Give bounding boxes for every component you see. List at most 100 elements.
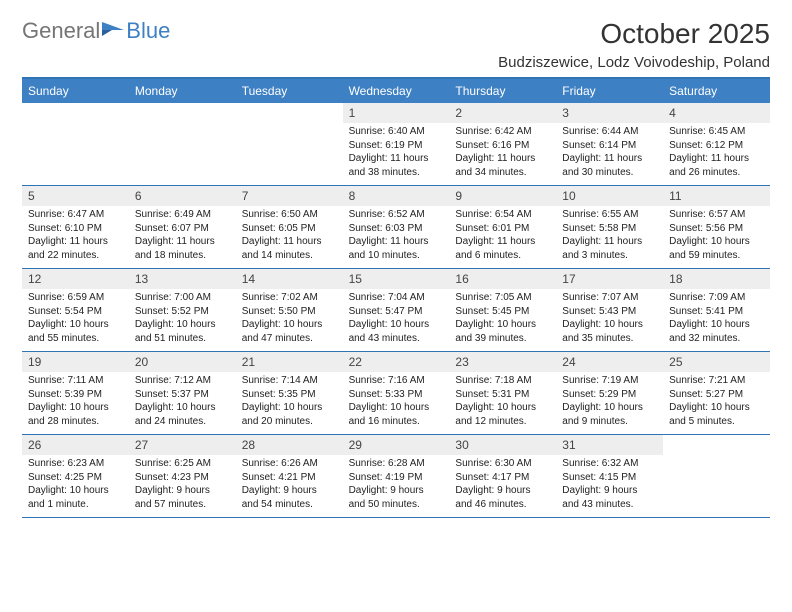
day-info-line: Daylight: 11 hours	[129, 235, 236, 249]
dow-thursday: Thursday	[449, 79, 556, 103]
day-info-line: Daylight: 10 hours	[343, 318, 450, 332]
day-info-line: Sunrise: 6:50 AM	[236, 208, 343, 222]
day-info-line: Sunset: 5:52 PM	[129, 305, 236, 319]
day-info-line: Sunrise: 6:45 AM	[663, 125, 770, 139]
day-info-line: Sunrise: 7:11 AM	[22, 374, 129, 388]
day-info-line: and 50 minutes.	[343, 498, 450, 512]
day-info-line: Sunrise: 7:14 AM	[236, 374, 343, 388]
day-info-line: Sunrise: 6:49 AM	[129, 208, 236, 222]
day-cell: 13Sunrise: 7:00 AMSunset: 5:52 PMDayligh…	[129, 269, 236, 351]
day-info-line: Sunrise: 7:12 AM	[129, 374, 236, 388]
month-title: October 2025	[498, 18, 770, 50]
day-info-line: Sunrise: 7:07 AM	[556, 291, 663, 305]
day-info-line: Sunset: 4:17 PM	[449, 471, 556, 485]
day-info-line: Daylight: 9 hours	[449, 484, 556, 498]
day-info-line: Sunset: 4:19 PM	[343, 471, 450, 485]
dow-monday: Monday	[129, 79, 236, 103]
day-info-line: Sunset: 5:58 PM	[556, 222, 663, 236]
day-cell: 7Sunrise: 6:50 AMSunset: 6:05 PMDaylight…	[236, 186, 343, 268]
brand-part2: Blue	[126, 18, 170, 44]
day-info-line: and 43 minutes.	[556, 498, 663, 512]
brand-part1: General	[22, 18, 100, 44]
day-info-line: Daylight: 11 hours	[22, 235, 129, 249]
day-info-line: Daylight: 11 hours	[343, 152, 450, 166]
day-info-line: Sunrise: 6:55 AM	[556, 208, 663, 222]
day-number: 22	[343, 352, 450, 372]
day-cell: 19Sunrise: 7:11 AMSunset: 5:39 PMDayligh…	[22, 352, 129, 434]
day-info-line: and 20 minutes.	[236, 415, 343, 429]
day-info-line: Sunrise: 6:23 AM	[22, 457, 129, 471]
day-cell: 1Sunrise: 6:40 AMSunset: 6:19 PMDaylight…	[343, 103, 450, 185]
day-info-line: Daylight: 11 hours	[343, 235, 450, 249]
day-number: 5	[22, 186, 129, 206]
day-cell: 11Sunrise: 6:57 AMSunset: 5:56 PMDayligh…	[663, 186, 770, 268]
week-row: 5Sunrise: 6:47 AMSunset: 6:10 PMDaylight…	[22, 186, 770, 269]
day-info-line: Sunrise: 7:19 AM	[556, 374, 663, 388]
day-info-line: and 38 minutes.	[343, 166, 450, 180]
day-info-line: and 30 minutes.	[556, 166, 663, 180]
day-info-line: Sunset: 5:47 PM	[343, 305, 450, 319]
day-info-line: Sunrise: 6:57 AM	[663, 208, 770, 222]
day-number: 31	[556, 435, 663, 455]
dow-wednesday: Wednesday	[343, 79, 450, 103]
day-info-line: Sunset: 6:03 PM	[343, 222, 450, 236]
day-number: 16	[449, 269, 556, 289]
day-info-line: and 43 minutes.	[343, 332, 450, 346]
day-info-line: and 16 minutes.	[343, 415, 450, 429]
day-number: 11	[663, 186, 770, 206]
day-info-line: Sunrise: 7:00 AM	[129, 291, 236, 305]
day-cell: 22Sunrise: 7:16 AMSunset: 5:33 PMDayligh…	[343, 352, 450, 434]
day-info-line: and 10 minutes.	[343, 249, 450, 263]
day-cell: 5Sunrise: 6:47 AMSunset: 6:10 PMDaylight…	[22, 186, 129, 268]
day-info-line: and 24 minutes.	[129, 415, 236, 429]
day-info-line: and 26 minutes.	[663, 166, 770, 180]
day-info-line: Sunset: 4:23 PM	[129, 471, 236, 485]
day-info-line: Sunset: 5:54 PM	[22, 305, 129, 319]
day-info-line: Sunrise: 6:25 AM	[129, 457, 236, 471]
day-cell: 9Sunrise: 6:54 AMSunset: 6:01 PMDaylight…	[449, 186, 556, 268]
day-number: 27	[129, 435, 236, 455]
day-info-line: Daylight: 10 hours	[129, 318, 236, 332]
day-info-line: and 51 minutes.	[129, 332, 236, 346]
day-info-line: and 54 minutes.	[236, 498, 343, 512]
day-number: 21	[236, 352, 343, 372]
day-cell: 17Sunrise: 7:07 AMSunset: 5:43 PMDayligh…	[556, 269, 663, 351]
day-info-line: Daylight: 11 hours	[556, 152, 663, 166]
day-info-line: Sunset: 6:05 PM	[236, 222, 343, 236]
day-info-line: Daylight: 10 hours	[129, 401, 236, 415]
dow-sunday: Sunday	[22, 79, 129, 103]
day-cell: 26Sunrise: 6:23 AMSunset: 4:25 PMDayligh…	[22, 435, 129, 517]
day-number: 20	[129, 352, 236, 372]
day-info-line: Sunrise: 6:52 AM	[343, 208, 450, 222]
day-cell: 31Sunrise: 6:32 AMSunset: 4:15 PMDayligh…	[556, 435, 663, 517]
day-number: 26	[22, 435, 129, 455]
day-info-line: and 5 minutes.	[663, 415, 770, 429]
day-info-line: Daylight: 11 hours	[663, 152, 770, 166]
day-info-line: Sunset: 5:29 PM	[556, 388, 663, 402]
header: General Blue October 2025 Budziszewice, …	[22, 18, 770, 77]
day-number: 9	[449, 186, 556, 206]
day-cell: 27 Sunrise: 6:25 AMSunset: 4:23 PMDayligh…	[129, 435, 236, 517]
day-cell: 16Sunrise: 7:05 AMSunset: 5:45 PMDayligh…	[449, 269, 556, 351]
day-info-line: Sunset: 5:41 PM	[663, 305, 770, 319]
brand-logo: General Blue	[22, 18, 170, 44]
location-text: Budziszewice, Lodz Voivodeship, Poland	[498, 54, 770, 71]
flag-icon	[102, 22, 124, 40]
day-number: 3	[556, 103, 663, 123]
day-number: 12	[22, 269, 129, 289]
day-info-line: Daylight: 10 hours	[663, 235, 770, 249]
day-cell: 6Sunrise: 6:49 AMSunset: 6:07 PMDaylight…	[129, 186, 236, 268]
day-info-line: Sunset: 4:21 PM	[236, 471, 343, 485]
day-number: 29	[343, 435, 450, 455]
day-info-line: Daylight: 9 hours	[129, 484, 236, 498]
day-number: 1	[343, 103, 450, 123]
day-info-line: Sunrise: 7:09 AM	[663, 291, 770, 305]
day-info-line: and 46 minutes.	[449, 498, 556, 512]
day-info-line: Daylight: 9 hours	[236, 484, 343, 498]
day-info-line: Sunrise: 7:02 AM	[236, 291, 343, 305]
day-info-line: and 39 minutes.	[449, 332, 556, 346]
day-info-line: Sunrise: 6:44 AM	[556, 125, 663, 139]
day-info-line: Sunrise: 6:26 AM	[236, 457, 343, 471]
day-info-line: Sunset: 5:50 PM	[236, 305, 343, 319]
day-cell: 23Sunrise: 7:18 AMSunset: 5:31 PMDayligh…	[449, 352, 556, 434]
